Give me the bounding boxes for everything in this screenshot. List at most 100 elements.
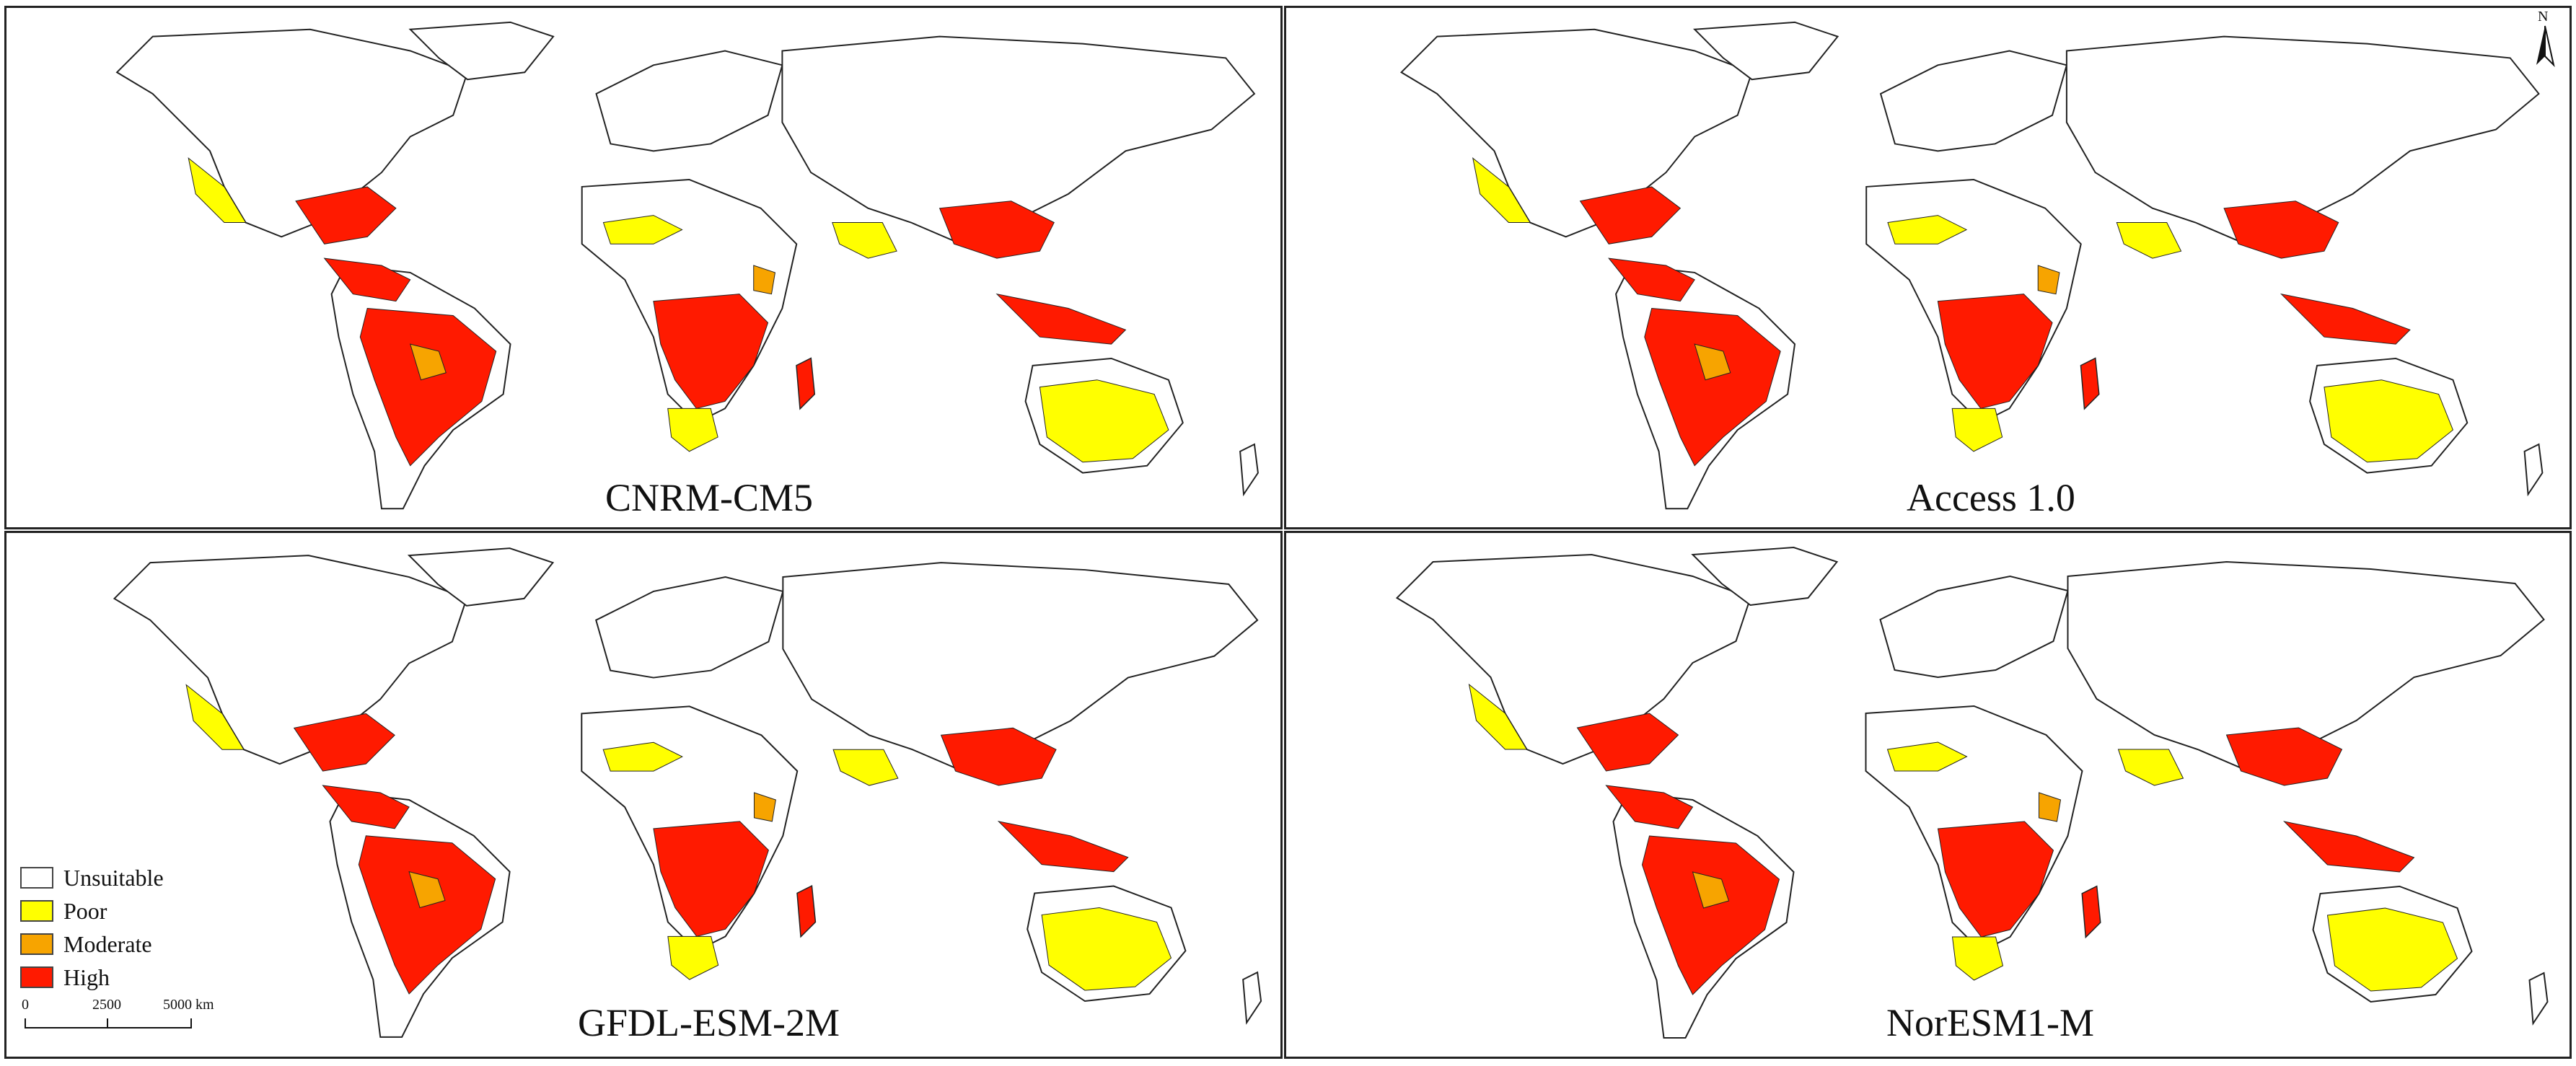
suitability-region xyxy=(1937,821,2054,938)
land-outline xyxy=(2067,560,2545,772)
map-panel-access: Access 1.0 xyxy=(1284,6,2572,529)
suitability-region xyxy=(2037,265,2060,295)
land-outline xyxy=(113,555,468,765)
land-outline xyxy=(408,21,555,81)
legend-item-moderate: Moderate xyxy=(20,928,265,961)
suitability-region xyxy=(2225,727,2343,786)
suitability-region xyxy=(2039,792,2062,822)
land-outline xyxy=(595,50,783,152)
suitability-region xyxy=(1576,713,1679,772)
suitability-region xyxy=(796,358,815,410)
suitability-region xyxy=(323,257,411,302)
suitability-region xyxy=(1468,683,1528,750)
legend-label: Unsuitable xyxy=(63,864,164,891)
legend-swatch xyxy=(20,900,53,922)
land-outline xyxy=(782,562,1259,772)
scale-bar-line xyxy=(25,1018,192,1028)
land-outline xyxy=(1399,28,1753,238)
land-outline xyxy=(1879,50,2068,152)
suitability-region xyxy=(653,294,769,409)
panel-title: Access 1.0 xyxy=(1907,476,2075,519)
land-outline xyxy=(781,35,1256,245)
suitability-region xyxy=(796,885,816,938)
suitability-region xyxy=(1937,294,2053,409)
legend-swatch xyxy=(20,867,53,889)
suitability-region xyxy=(753,792,776,822)
land-outline xyxy=(1239,443,1259,497)
panel-title: CNRM-CM5 xyxy=(605,476,814,519)
suitability-region xyxy=(2081,886,2101,938)
suitability-region xyxy=(2326,907,2458,992)
suitability-region xyxy=(1608,257,1695,302)
suitability-region xyxy=(295,186,397,245)
suitability-region xyxy=(753,265,776,295)
panel-title: NorESM1-M xyxy=(1886,1001,2095,1044)
legend-label: Poor xyxy=(63,897,107,924)
world-map xyxy=(1395,546,2549,1039)
suitability-region xyxy=(358,835,496,995)
suitability-region xyxy=(2116,222,2182,259)
suitability-region xyxy=(1951,936,2004,981)
north-arrow-icon: N xyxy=(2531,7,2559,72)
legend-item-high: High xyxy=(20,961,265,994)
suitability-region xyxy=(2223,201,2339,259)
suitability-region xyxy=(653,821,769,937)
legend-swatch xyxy=(20,933,53,955)
land-outline xyxy=(1879,575,2069,679)
scale-bar-tick xyxy=(107,1018,108,1028)
suitability-region xyxy=(1605,785,1694,829)
scale-label-0: 0 xyxy=(22,997,29,1013)
suitability-region xyxy=(2080,358,2100,410)
suitability-region xyxy=(2324,379,2454,463)
suitability-region xyxy=(409,343,447,381)
land-outline xyxy=(115,28,469,238)
world-map xyxy=(1399,21,2544,510)
legend-label: Moderate xyxy=(63,930,152,957)
suitability-region xyxy=(832,749,899,786)
suitability-region xyxy=(1951,408,2003,452)
land-outline xyxy=(1691,546,1839,607)
scale-bar: 0 2500 5000 km xyxy=(20,997,214,1040)
map-panel-gfdl: GFDL-ESM-2M xyxy=(4,531,1283,1059)
legend-item-poor: Poor xyxy=(20,894,265,928)
suitability-region xyxy=(293,713,395,772)
suitability-region xyxy=(1039,379,1169,463)
suitability-region xyxy=(995,293,1127,345)
suitability-region xyxy=(2117,749,2184,786)
land-outline xyxy=(407,547,555,607)
land-outline xyxy=(1242,971,1262,1025)
suitability-region xyxy=(832,222,897,259)
north-label: N xyxy=(2538,9,2549,25)
suitability-region xyxy=(1694,343,1731,381)
suitability-region xyxy=(2280,293,2411,345)
suitability-region xyxy=(1641,835,1780,995)
panel-title: GFDL-ESM-2M xyxy=(578,1001,840,1044)
suitability-region xyxy=(667,935,719,980)
map-panel-noresm: NorESM1-M xyxy=(1284,531,2572,1059)
suitability-region xyxy=(322,785,410,829)
map-panel-cnrm: CNRM-CM5 xyxy=(4,6,1283,529)
suitability-region xyxy=(359,307,497,467)
suitability-region xyxy=(1579,186,1682,245)
suitability-region xyxy=(997,821,1129,873)
world-map xyxy=(115,21,1259,510)
suitability-region xyxy=(1887,215,1968,245)
suitability-region xyxy=(185,684,245,750)
suitability-region xyxy=(938,201,1055,259)
land-outline xyxy=(1692,21,1839,81)
land-outline xyxy=(2523,443,2544,497)
suitability-region xyxy=(940,727,1057,786)
suitability-region xyxy=(408,871,446,909)
suitability-region xyxy=(1692,871,1730,909)
suitability-region xyxy=(1472,157,1531,224)
land-outline xyxy=(2528,972,2549,1026)
scale-label-2500: 2500 xyxy=(92,997,121,1013)
legend-label: High xyxy=(63,964,110,990)
suitability-region xyxy=(2282,821,2415,873)
suitability-region xyxy=(667,408,718,452)
suitability-region xyxy=(188,157,247,224)
map-legend: Unsuitable Poor Moderate High xyxy=(20,861,265,994)
suitability-region xyxy=(602,741,683,772)
suitability-region xyxy=(602,215,683,245)
legend-swatch xyxy=(20,966,53,988)
